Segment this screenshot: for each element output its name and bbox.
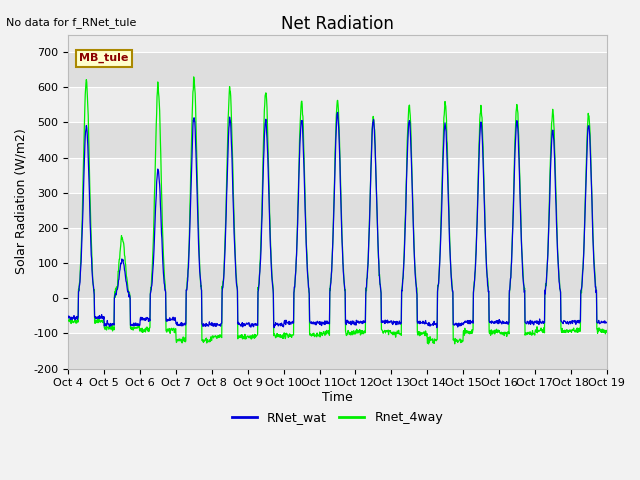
- Text: No data for f_RNet_tule: No data for f_RNet_tule: [6, 17, 137, 28]
- Bar: [68, 263, 607, 298]
- Bar: [68, 334, 607, 369]
- Bar: [68, 228, 607, 263]
- Text: MB_tule: MB_tule: [79, 53, 129, 63]
- Y-axis label: Solar Radiation (W/m2): Solar Radiation (W/m2): [15, 129, 28, 275]
- X-axis label: Time: Time: [322, 391, 353, 404]
- Title: Net Radiation: Net Radiation: [281, 15, 394, 33]
- Bar: [68, 157, 607, 193]
- Bar: [68, 122, 607, 157]
- Bar: [68, 193, 607, 228]
- Bar: [68, 87, 607, 122]
- Bar: [68, 298, 607, 334]
- Bar: [68, 52, 607, 87]
- Legend: RNet_wat, Rnet_4way: RNet_wat, Rnet_4way: [227, 406, 448, 429]
